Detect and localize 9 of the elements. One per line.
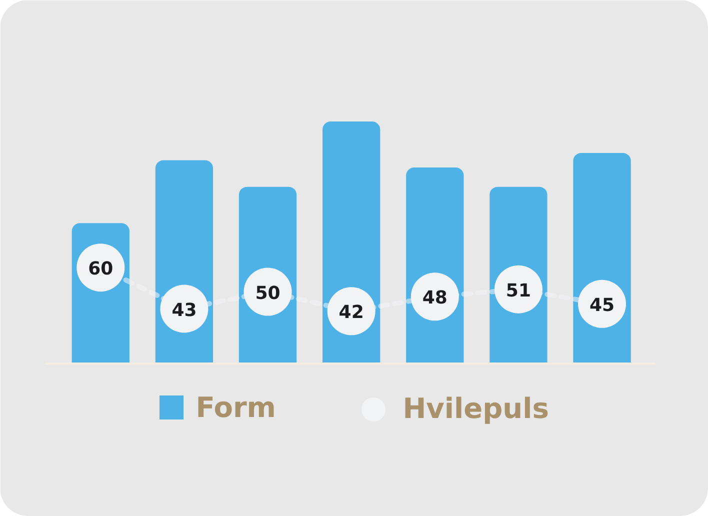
data-label: 45 xyxy=(589,294,615,316)
legend-label: Hvilepuls xyxy=(402,392,549,425)
data-label: 48 xyxy=(422,288,448,309)
data-label: 50 xyxy=(255,282,280,304)
data-label: 60 xyxy=(88,258,114,280)
data-label: 51 xyxy=(506,280,531,302)
data-label: 43 xyxy=(172,300,197,321)
data-label: 42 xyxy=(338,302,364,324)
legend-label: Form xyxy=(196,390,276,424)
